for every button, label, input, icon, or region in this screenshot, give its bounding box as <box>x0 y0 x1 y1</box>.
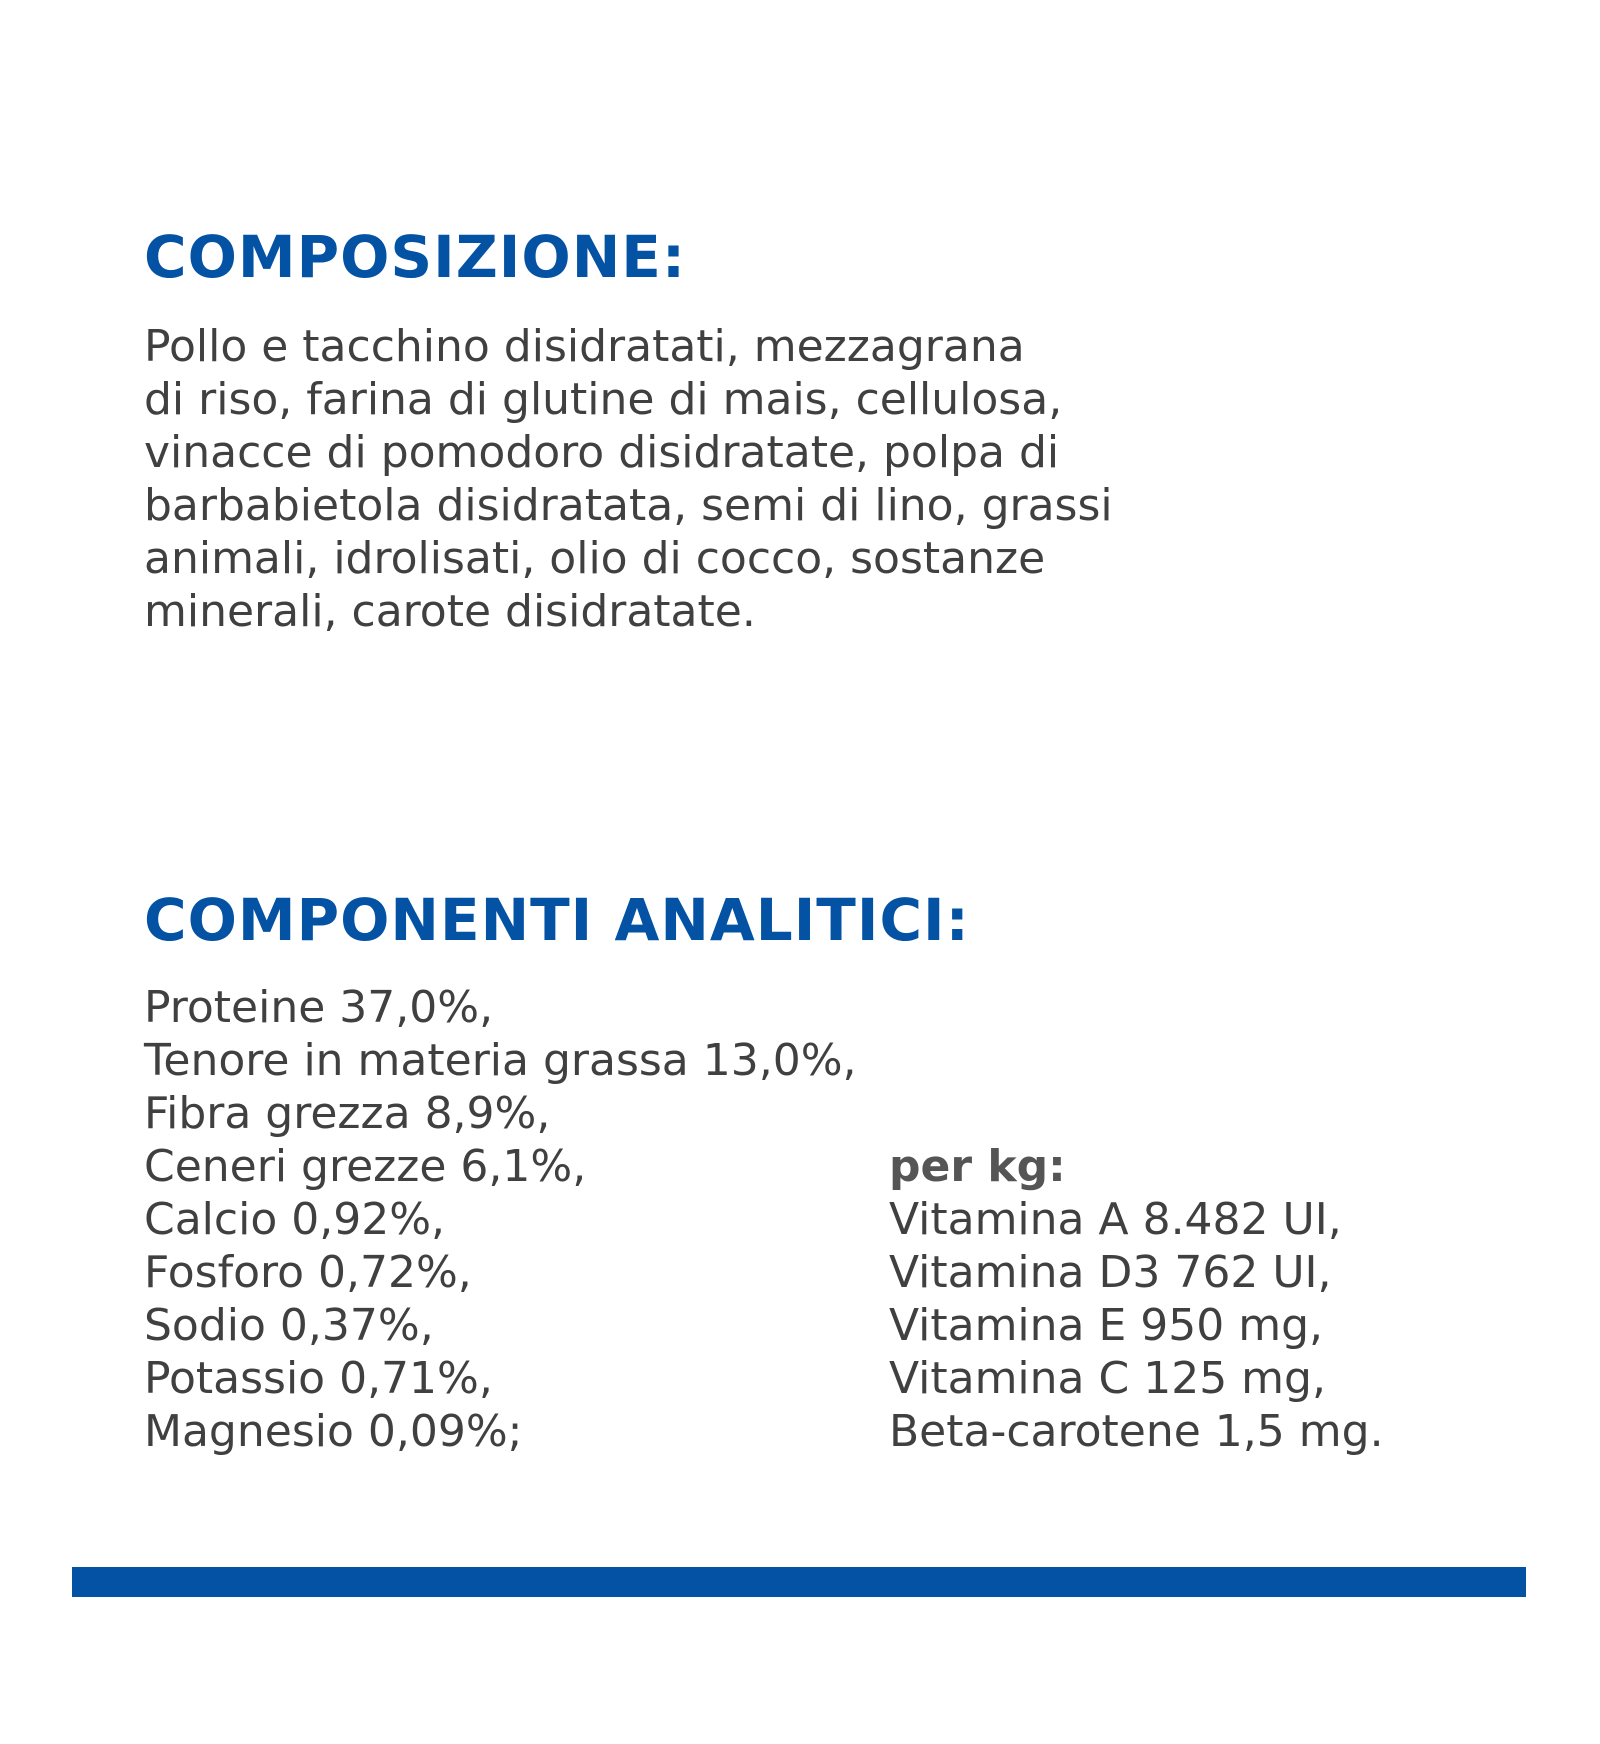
composition-line: minerali, carote disidratate. <box>144 586 756 637</box>
analytic-item: Ceneri grezze 6,1%, <box>144 1141 587 1192</box>
composition-line: di riso, farina di glutine di mais, cell… <box>144 374 1063 425</box>
vitamin-item: Vitamina A 8.482 UI, <box>889 1194 1342 1245</box>
analytic-item: Sodio 0,37%, <box>144 1300 434 1351</box>
analytic-item: Proteine 37,0%, <box>144 982 494 1033</box>
composition-line: vinacce di pomodoro disidratate, polpa d… <box>144 427 1060 478</box>
analytic-item: Magnesio 0,09%; <box>144 1406 523 1457</box>
vitamin-item: Vitamina C 125 mg, <box>889 1353 1326 1404</box>
composition-line: Pollo e tacchino disidratati, mezzagrana <box>144 321 1025 372</box>
composition-heading: COMPOSIZIONE: <box>144 223 687 291</box>
vitamin-item: Beta-carotene 1,5 mg. <box>889 1406 1384 1457</box>
analytic-item: Tenore in materia grassa 13,0%, <box>144 1035 857 1086</box>
analytics-right-list: per kg: Vitamina A 8.482 UI, Vitamina D3… <box>889 1140 1384 1458</box>
analytic-item: Fosforo 0,72%, <box>144 1247 472 1298</box>
analytics-heading: COMPONENTI ANALITICI: <box>144 886 970 954</box>
composition-line: animali, idrolisati, olio di cocco, sost… <box>144 533 1046 584</box>
analytic-item: Fibra grezza 8,9%, <box>144 1088 551 1139</box>
composition-text: Pollo e tacchino disidratati, mezzagrana… <box>144 320 1113 638</box>
analytics-left-list: Proteine 37,0%, Tenore in materia grassa… <box>144 981 857 1458</box>
per-kg-label: per kg: <box>889 1141 1066 1192</box>
composition-line: barbabietola disidratata, semi di lino, … <box>144 480 1113 531</box>
vitamin-item: Vitamina D3 762 UI, <box>889 1247 1332 1298</box>
analytic-item: Potassio 0,71%, <box>144 1353 493 1404</box>
vitamin-item: Vitamina E 950 mg, <box>889 1300 1324 1351</box>
footer-divider-bar <box>72 1567 1526 1597</box>
analytic-item: Calcio 0,92%, <box>144 1194 445 1245</box>
